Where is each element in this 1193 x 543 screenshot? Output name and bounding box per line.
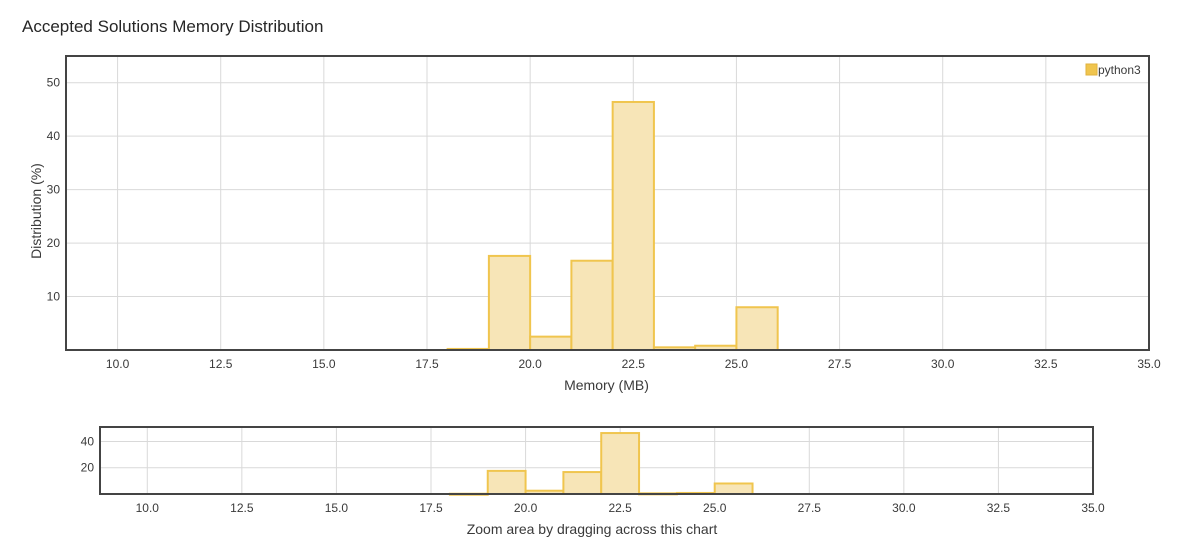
- zoom-hint-label: Zoom area by dragging across this chart: [467, 521, 718, 537]
- main-y-tick-labels: 10 20 30 40 50: [47, 76, 61, 304]
- y-tick-label: 10: [47, 290, 61, 304]
- zoom-x-tick-labels: 10.0 12.5 15.0 17.5 20.0 22.5 25.0 27.5 30.0 32.5…: [136, 501, 1105, 515]
- x-tick-label: 17.5: [415, 357, 439, 371]
- zoom-plot-frame: [99, 426, 1094, 495]
- histogram-bar[interactable]: [570, 259, 614, 351]
- main-bars: [446, 100, 779, 352]
- x-tick-label: 10.0: [106, 357, 130, 371]
- x-tick-label: 27.5: [798, 501, 822, 515]
- main-chart[interactable]: 10.0 12.5 15.0 17.5 20.0 22.5 25.0 27.5 30.0 32.5…: [28, 55, 1161, 393]
- x-tick-label: 27.5: [828, 357, 852, 371]
- x-tick-label: 35.0: [1081, 501, 1105, 515]
- x-tick-label: 22.5: [622, 357, 646, 371]
- x-tick-label: 32.5: [987, 501, 1011, 515]
- histogram-bar[interactable]: [529, 335, 573, 351]
- x-tick-label: 25.0: [725, 357, 749, 371]
- y-tick-label: 50: [47, 76, 61, 90]
- zoom-overview-chart[interactable]: 10.0 12.5 15.0 17.5 20.0 22.5 25.0 27.5 30.0 32.5…: [81, 426, 1105, 537]
- x-tick-label: 30.0: [931, 357, 955, 371]
- histogram-bar[interactable]: [487, 254, 532, 351]
- zoom-bars: [448, 432, 754, 496]
- main-plot-frame: [65, 55, 1150, 351]
- y-tick-label: 20: [81, 461, 95, 475]
- page-title: Accepted Solutions Memory Distribution: [22, 17, 324, 36]
- histogram-bar[interactable]: [735, 306, 779, 351]
- legend[interactable]: python3: [1085, 63, 1141, 77]
- y-tick-label: 20: [47, 236, 61, 250]
- x-tick-label: 20.0: [518, 357, 542, 371]
- x-tick-label: 10.0: [136, 501, 160, 515]
- x-tick-label: 25.0: [703, 501, 727, 515]
- x-tick-label: 12.5: [230, 501, 254, 515]
- x-tick-label: 30.0: [892, 501, 916, 515]
- x-tick-label: 35.0: [1137, 357, 1161, 371]
- x-tick-label: 17.5: [419, 501, 443, 515]
- y-tick-label: 40: [81, 434, 95, 448]
- histogram-bar[interactable]: [486, 469, 527, 495]
- histogram-bar[interactable]: [562, 471, 603, 496]
- histogram-bar[interactable]: [600, 432, 641, 496]
- x-tick-label: 15.0: [312, 357, 336, 371]
- x-tick-label: 20.0: [514, 501, 538, 515]
- x-tick-label: 15.0: [325, 501, 349, 515]
- x-tick-label: 22.5: [608, 501, 632, 515]
- legend-swatch-python3: [1085, 63, 1098, 76]
- x-axis-label: Memory (MB): [564, 377, 649, 393]
- histogram-bar[interactable]: [611, 100, 655, 352]
- y-tick-label: 40: [47, 129, 61, 143]
- histogram-bar[interactable]: [713, 482, 754, 496]
- x-tick-label: 12.5: [209, 357, 233, 371]
- main-x-tick-labels: 10.0 12.5 15.0 17.5 20.0 22.5 25.0 27.5 30.0 32.5…: [106, 357, 1161, 371]
- y-axis-label: Distribution (%): [28, 163, 44, 259]
- legend-label-python3: python3: [1098, 63, 1141, 77]
- y-tick-label: 30: [47, 183, 61, 197]
- x-tick-label: 32.5: [1034, 357, 1058, 371]
